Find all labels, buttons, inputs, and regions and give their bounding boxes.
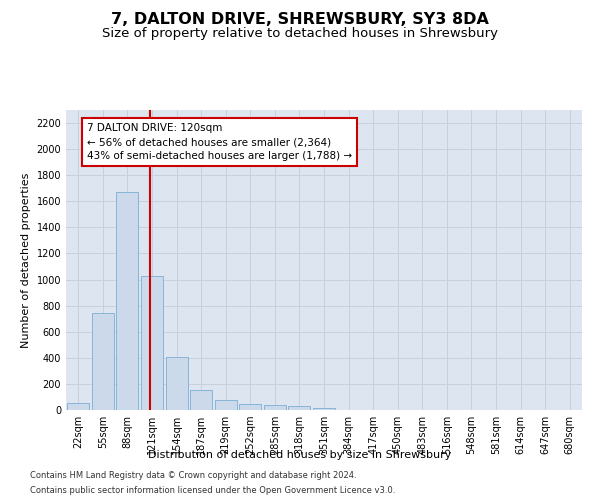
Bar bbox=[67, 403, 89, 410]
Bar bbox=[215, 400, 237, 410]
Text: 7 DALTON DRIVE: 120sqm
← 56% of detached houses are smaller (2,364)
43% of semi-: 7 DALTON DRIVE: 120sqm ← 56% of detached… bbox=[87, 123, 352, 161]
Text: Contains public sector information licensed under the Open Government Licence v3: Contains public sector information licen… bbox=[30, 486, 395, 495]
Bar bbox=[166, 357, 188, 410]
Y-axis label: Number of detached properties: Number of detached properties bbox=[21, 172, 31, 348]
Bar bbox=[264, 404, 286, 410]
Text: Contains HM Land Registry data © Crown copyright and database right 2024.: Contains HM Land Registry data © Crown c… bbox=[30, 471, 356, 480]
Bar bbox=[313, 408, 335, 410]
Bar bbox=[190, 390, 212, 410]
Text: Distribution of detached houses by size in Shrewsbury: Distribution of detached houses by size … bbox=[148, 450, 452, 460]
Bar bbox=[92, 314, 114, 410]
Bar bbox=[116, 192, 139, 410]
Text: 7, DALTON DRIVE, SHREWSBURY, SY3 8DA: 7, DALTON DRIVE, SHREWSBURY, SY3 8DA bbox=[111, 12, 489, 28]
Bar bbox=[141, 276, 163, 410]
Bar bbox=[289, 406, 310, 410]
Bar bbox=[239, 404, 262, 410]
Text: Size of property relative to detached houses in Shrewsbury: Size of property relative to detached ho… bbox=[102, 28, 498, 40]
